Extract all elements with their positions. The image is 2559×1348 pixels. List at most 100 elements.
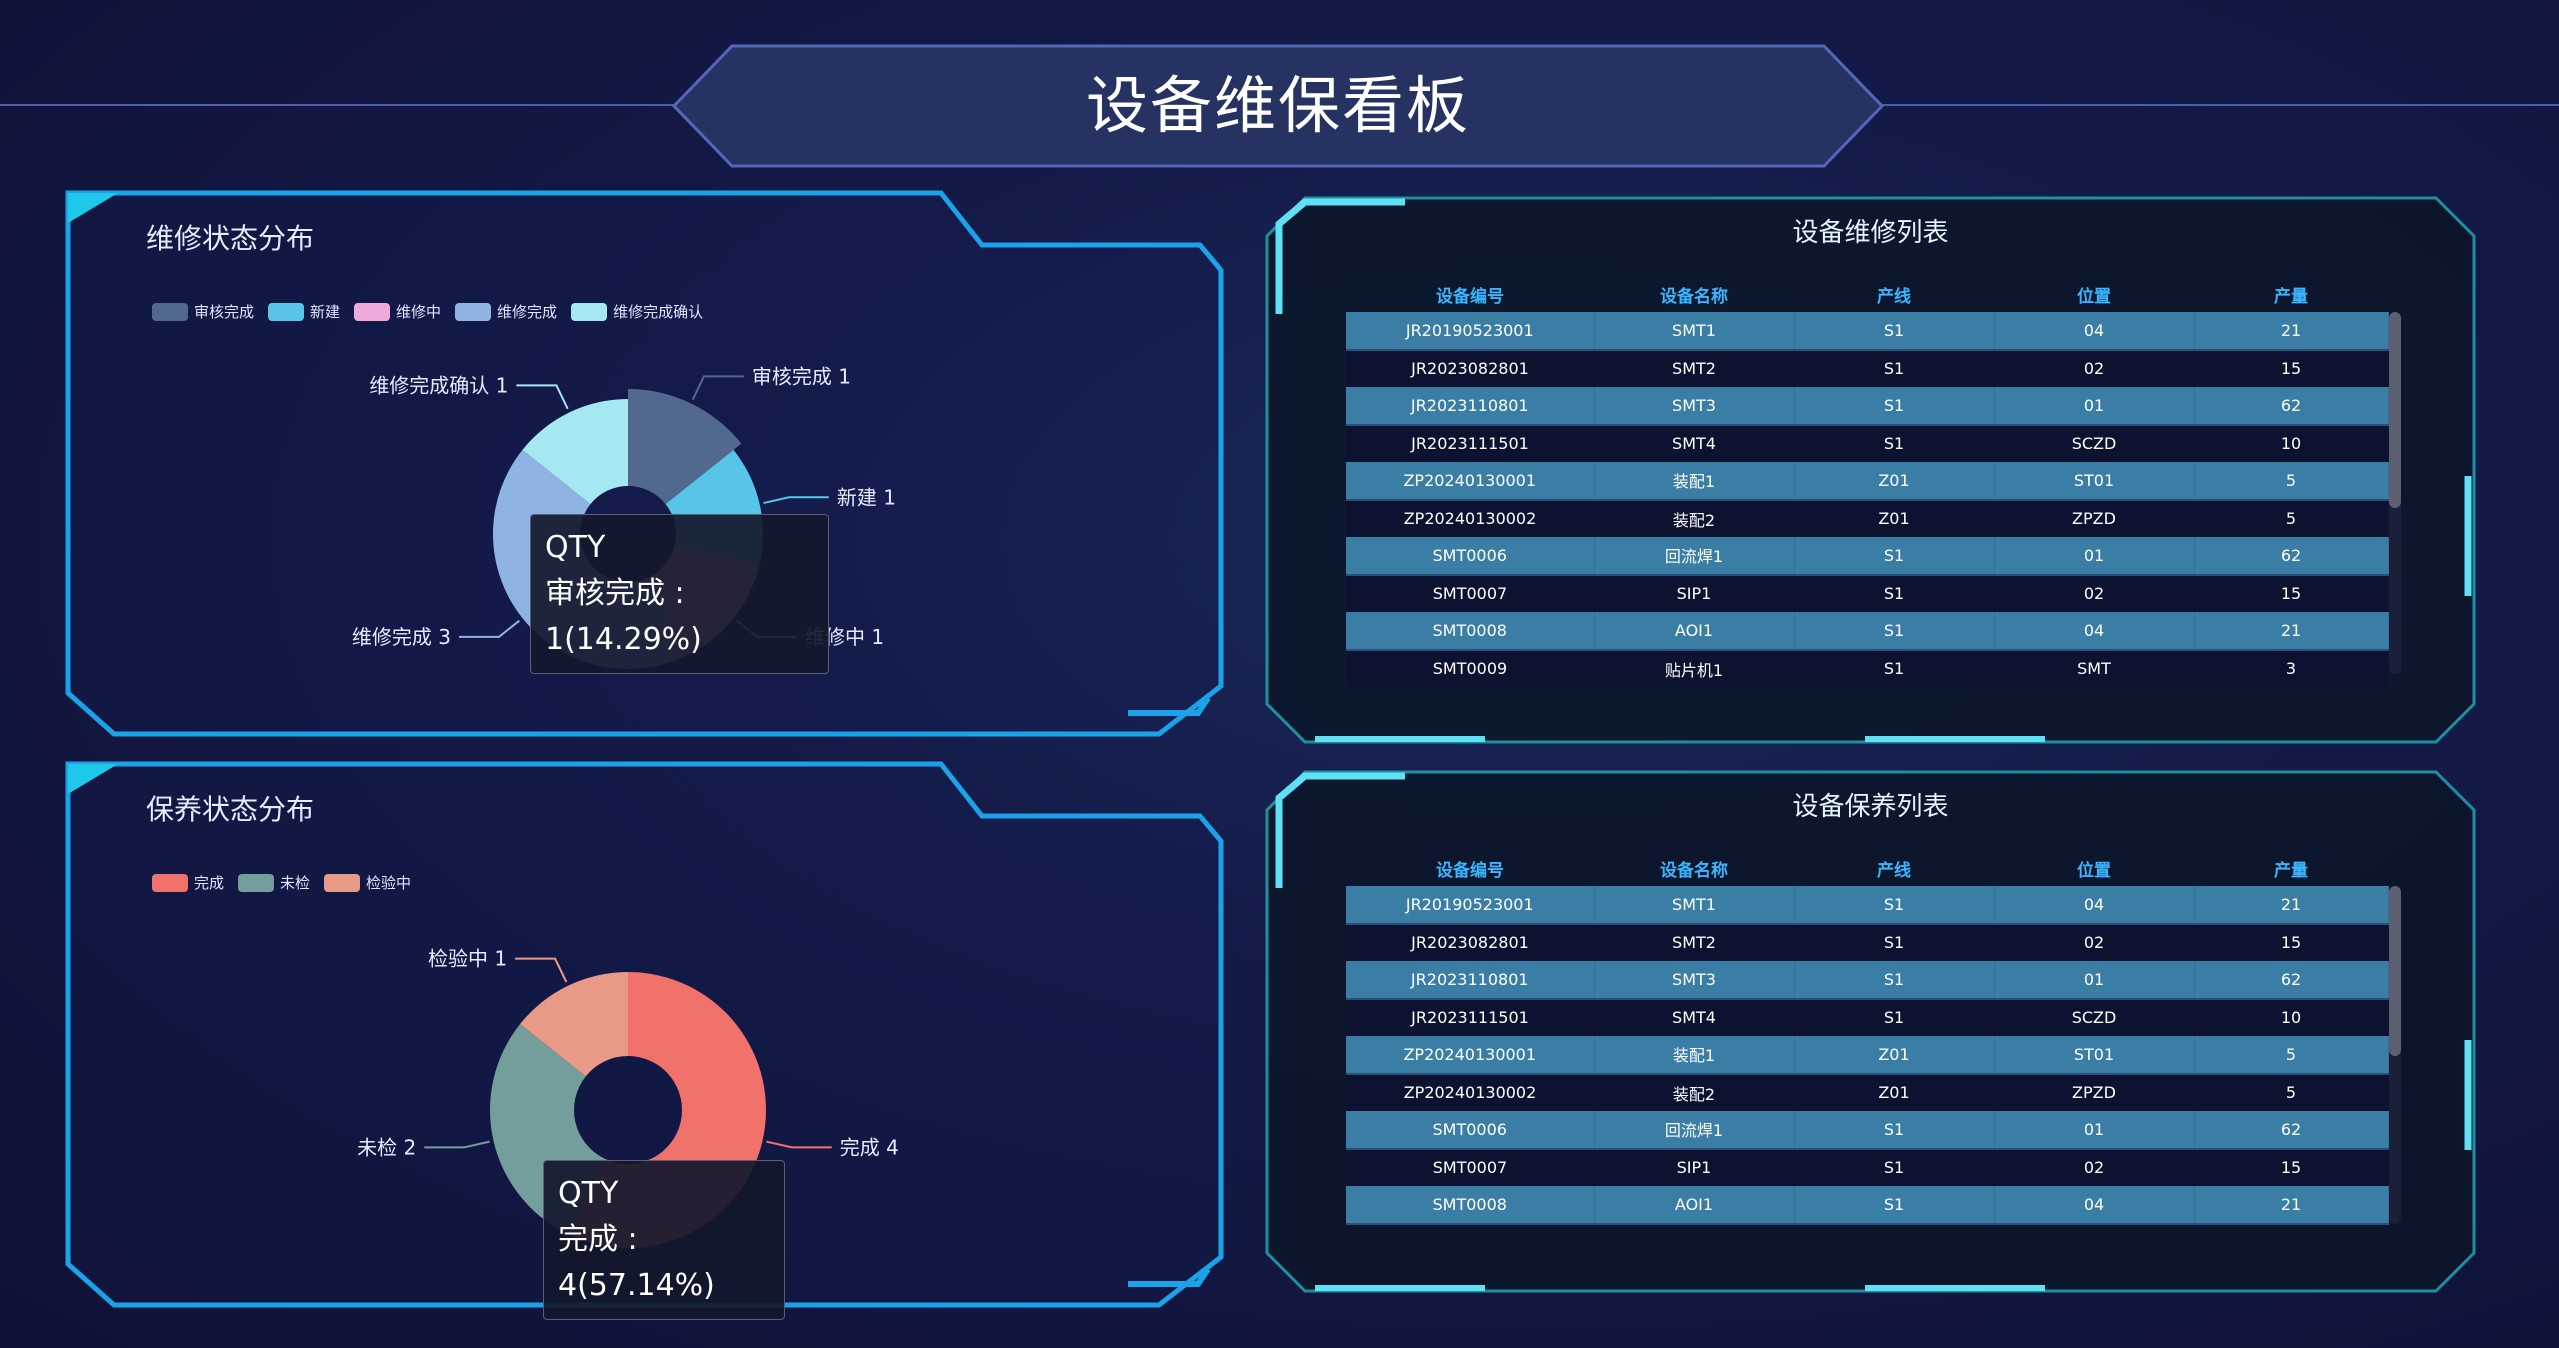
column-header[interactable]: 产量	[2274, 286, 2308, 307]
table-cell: JR2023110801	[1346, 387, 1595, 426]
table-row[interactable]: JR2023082801 SMT2 S1 02 15	[1346, 349, 2388, 387]
table-cell: SMT4	[1594, 424, 1794, 462]
table-cell: 62	[2194, 387, 2389, 426]
scrollbar[interactable]	[2389, 886, 2401, 1224]
table-row[interactable]: JR20190523001 SMT1 S1 04 21	[1346, 312, 2389, 351]
table-row[interactable]: SMT0006 回流焊1 S1 01 62	[1346, 1111, 2389, 1150]
table-cell: SMT	[1994, 649, 2194, 687]
table-cell: 01	[1994, 537, 2195, 576]
table-cell: 5	[2194, 462, 2389, 501]
table-cell: 02	[1994, 923, 2194, 961]
table-cell: SMT0008	[1346, 1186, 1595, 1225]
table-cell: S1	[1794, 537, 1995, 576]
table-cell: JR20190523001	[1346, 312, 1595, 351]
table-cell: SMT4	[1594, 998, 1794, 1036]
label-leader-line	[763, 496, 829, 505]
table-cell: 15	[2194, 1148, 2388, 1186]
table-cell: 02	[1994, 1148, 2194, 1186]
table-row[interactable]: JR20190523001 SMT1 S1 04 21	[1346, 886, 2389, 925]
table-cell: 回流焊1	[1594, 1111, 1795, 1150]
column-header[interactable]: 产线	[1877, 286, 1911, 307]
table-row[interactable]: SMT0009 贴片机1 S1 SMT 3	[1346, 649, 2388, 687]
table-cell: 15	[2194, 349, 2388, 387]
table-cell: ST01	[1994, 462, 2195, 501]
table-row[interactable]: JR2023110801 SMT3 S1 01 62	[1346, 387, 2389, 426]
table-cell: JR2023082801	[1346, 349, 1594, 387]
table-row[interactable]: SMT0007 SIP1 S1 02 15	[1346, 574, 2388, 612]
table-cell: AOI1	[1594, 612, 1795, 651]
legend-swatch	[324, 873, 361, 892]
label-leader-line	[424, 1140, 490, 1149]
table-cell: 02	[1994, 574, 2194, 612]
table-cell: JR2023111501	[1346, 998, 1594, 1036]
column-header[interactable]: 产线	[1877, 860, 1911, 881]
table-row[interactable]: ZP20240130002 装配2 Z01 ZPZD 5	[1346, 1073, 2388, 1111]
legend-item[interactable]: 未检	[238, 872, 310, 893]
scrollbar[interactable]	[2389, 312, 2401, 674]
column-header[interactable]: 设备编号	[1436, 286, 1504, 307]
legend-swatch	[455, 302, 492, 321]
table-header: 设备编号 设备名称 产线 位置 产量	[1346, 850, 2388, 886]
column-header[interactable]: 位置	[2077, 286, 2111, 307]
table-cell: S1	[1794, 612, 1995, 651]
panel-title: 维修状态分布	[146, 222, 315, 255]
legend-label: 维修完成	[497, 303, 558, 321]
legend-item[interactable]: 完成	[152, 872, 224, 893]
pie-slice[interactable]	[520, 972, 628, 1077]
table-row[interactable]: JR2023110801 SMT3 S1 01 62	[1346, 961, 2389, 1000]
table-cell: SMT2	[1594, 349, 1794, 387]
table-row[interactable]: JR2023111501 SMT4 S1 SCZD 10	[1346, 424, 2388, 462]
maintain-table: 设备编号 设备名称 产线 位置 产量 JR20190523001 SMT1 S1 04 21 JR2…	[1346, 850, 2389, 1225]
table-cell: 5	[2194, 1036, 2389, 1075]
table-cell: SMT1	[1594, 886, 1795, 925]
table-cell: S1	[1794, 998, 1994, 1036]
table-cell: S1	[1794, 312, 1995, 351]
table-cell: 01	[1994, 387, 2195, 426]
table-row[interactable]: ZP20240130001 装配1 Z01 ST01 5	[1346, 462, 2389, 501]
chart-legend: 审核完成 新建 维修中 维修完成 维修完成确认	[152, 301, 703, 322]
maintain-list-panel: 设备保养列表 设备编号 设备名称 产线 位置 产量 JR20190523001 SMT1 S1…	[1265, 770, 2476, 1293]
column-header[interactable]: 设备名称	[1660, 286, 1728, 307]
table-cell: 10	[2194, 998, 2388, 1036]
table-row[interactable]: ZP20240130002 装配2 Z01 ZPZD 5	[1346, 499, 2388, 537]
table-cell: SMT0009	[1346, 649, 1594, 687]
scrollbar-thumb[interactable]	[2389, 886, 2401, 1056]
column-header[interactable]: 设备编号	[1436, 860, 1504, 881]
slice-label: 维修完成确认 1	[369, 373, 508, 397]
table-cell: Z01	[1794, 499, 1994, 537]
table-row[interactable]: SMT0008 AOI1 S1 04 21	[1346, 1186, 2389, 1225]
table-cell: Z01	[1794, 1073, 1994, 1111]
table-row[interactable]: SMT0008 AOI1 S1 04 21	[1346, 612, 2389, 651]
pie-slice[interactable]	[628, 389, 742, 505]
table-cell: SIP1	[1594, 1148, 1794, 1186]
scrollbar-thumb[interactable]	[2389, 312, 2401, 508]
table-cell: SMT0007	[1346, 1148, 1594, 1186]
table-header: 设备编号 设备名称 产线 位置 产量	[1346, 276, 2388, 312]
legend-item[interactable]: 新建	[268, 301, 340, 322]
legend-item[interactable]: 检验中	[324, 872, 411, 893]
table-cell: Z01	[1794, 1036, 1995, 1075]
legend-item[interactable]: 维修中	[354, 301, 441, 322]
legend-item[interactable]: 审核完成	[152, 301, 254, 322]
label-leader-line	[691, 375, 744, 401]
table-cell: 62	[2194, 537, 2389, 576]
panel-title: 保养状态分布	[146, 793, 315, 826]
table-cell: 10	[2194, 424, 2388, 462]
panel-title: 设备保养列表	[1792, 792, 1949, 822]
table-cell: 装配1	[1594, 1036, 1795, 1075]
table-row[interactable]: SMT0006 回流焊1 S1 01 62	[1346, 537, 2389, 576]
table-cell: 3	[2194, 649, 2388, 687]
column-header[interactable]: 设备名称	[1660, 860, 1728, 881]
legend-swatch	[571, 302, 608, 321]
pie-slice[interactable]	[522, 399, 628, 505]
table-row[interactable]: JR2023111501 SMT4 S1 SCZD 10	[1346, 998, 2388, 1036]
column-header[interactable]: 位置	[2077, 860, 2111, 881]
table-row[interactable]: ZP20240130001 装配1 Z01 ST01 5	[1346, 1036, 2389, 1075]
legend-item[interactable]: 维修完成确认	[571, 301, 703, 322]
column-header[interactable]: 产量	[2274, 860, 2308, 881]
table-row[interactable]: SMT0007 SIP1 S1 02 15	[1346, 1148, 2388, 1186]
maintain-status-panel: 保养状态分布 完成 未检 检验中 完成 4 未检 2 检验中 1 QTY 完成 : 4(5…	[65, 761, 1224, 1320]
table-cell: 62	[2194, 961, 2389, 1000]
table-row[interactable]: JR2023082801 SMT2 S1 02 15	[1346, 923, 2388, 961]
legend-item[interactable]: 维修完成	[455, 301, 557, 322]
